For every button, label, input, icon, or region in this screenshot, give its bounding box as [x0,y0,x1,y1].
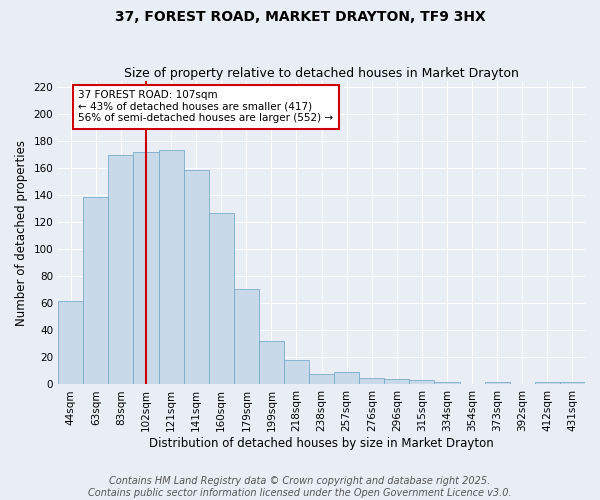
Bar [83,197,109,384]
Y-axis label: Number of detached properties: Number of detached properties [15,140,28,326]
Bar [284,360,309,384]
Bar [434,382,460,384]
Bar [560,382,585,384]
Bar [234,288,259,384]
Bar [535,382,560,384]
Text: 37, FOREST ROAD, MARKET DRAYTON, TF9 3HX: 37, FOREST ROAD, MARKET DRAYTON, TF9 3HX [115,10,485,24]
Bar [409,380,434,384]
Bar [184,170,209,384]
Bar [309,374,334,384]
Bar [58,300,83,384]
Bar [209,213,234,384]
Title: Size of property relative to detached houses in Market Drayton: Size of property relative to detached ho… [124,66,519,80]
Text: Contains HM Land Registry data © Crown copyright and database right 2025.
Contai: Contains HM Land Registry data © Crown c… [88,476,512,498]
Bar [485,382,510,384]
X-axis label: Distribution of detached houses by size in Market Drayton: Distribution of detached houses by size … [149,437,494,450]
Bar [359,378,385,384]
Bar [334,372,359,384]
Bar [385,379,409,384]
Text: 37 FOREST ROAD: 107sqm
← 43% of detached houses are smaller (417)
56% of semi-de: 37 FOREST ROAD: 107sqm ← 43% of detached… [78,90,334,124]
Bar [158,150,184,384]
Bar [109,155,133,384]
Bar [133,152,158,384]
Bar [259,342,284,384]
